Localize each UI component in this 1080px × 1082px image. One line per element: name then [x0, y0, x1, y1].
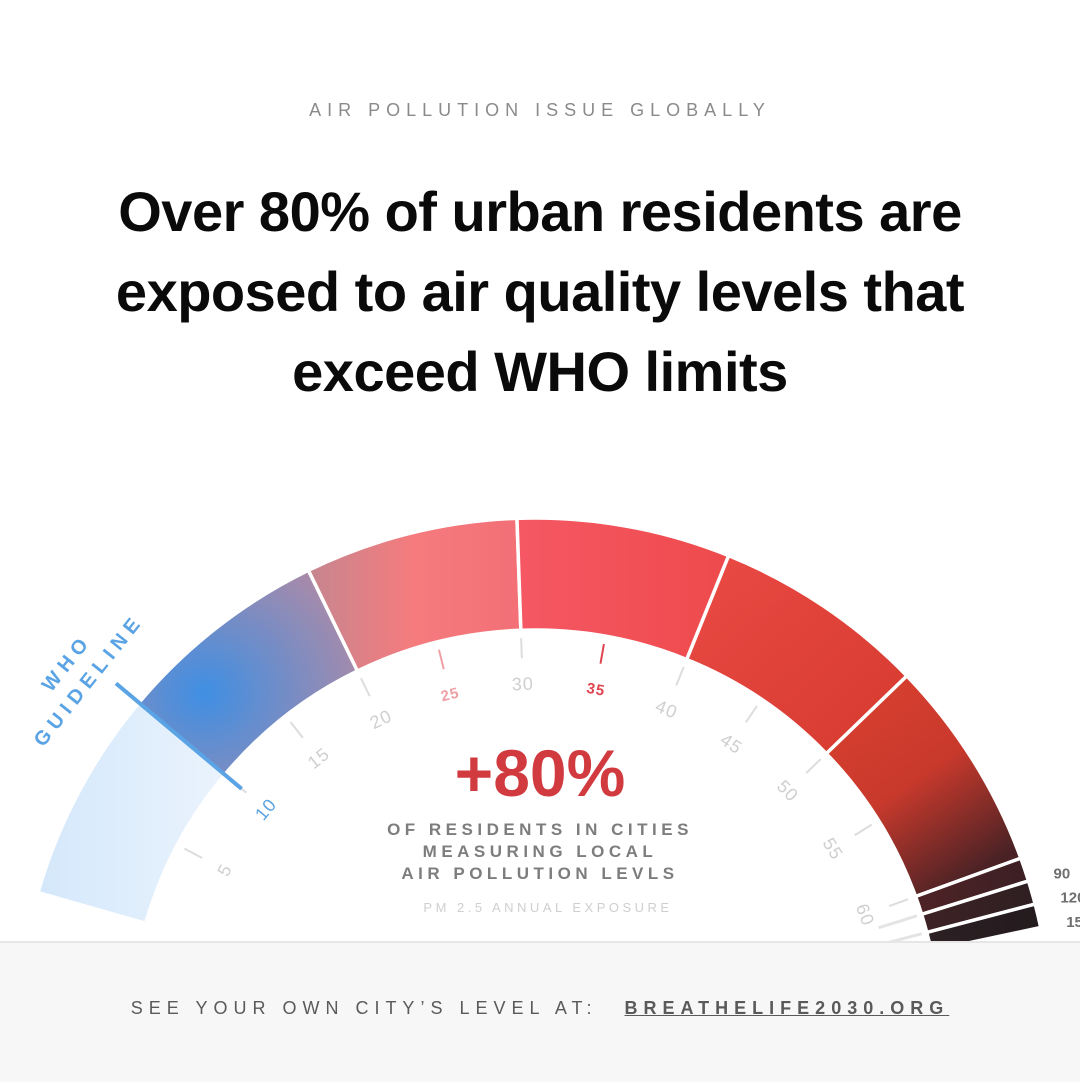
- inner-tick-label-15: 15: [304, 744, 334, 773]
- headline: Over 80% of urban residents are exposed …: [115, 180, 965, 403]
- inner-tick-20: [360, 677, 371, 697]
- gauge-caption-line-3: AIR POLLUTION LEVLS: [401, 864, 678, 883]
- inner-tick-label-30: 30: [511, 674, 534, 695]
- outer-tick-label-120: 120: [1060, 889, 1080, 906]
- inner-tick-label-35: 35: [585, 680, 606, 700]
- footer-label: SEE YOUR OWN CITY’S LEVEL AT:: [130, 998, 598, 1018]
- inner-tick-label-5: 5: [213, 861, 236, 880]
- outer-tick-label-90: 90: [1054, 865, 1071, 882]
- gauge-caption-line-1: OF RESIDENTS IN CITIES: [387, 820, 693, 839]
- footer: SEE YOUR OWN CITY’S LEVEL AT: BREATHELIF…: [0, 941, 1080, 1082]
- inner-tick-45: [744, 705, 758, 724]
- kicker: AIR POLLUTION ISSUE GLOBALLY: [309, 100, 771, 120]
- inner-tick-40: [675, 666, 685, 686]
- inner-tick-60: [888, 898, 909, 907]
- inner-tick-label-25: 25: [439, 684, 461, 705]
- outer-tick-label-150+: 150+: [1066, 914, 1080, 931]
- inner-tick-label-20: 20: [367, 705, 396, 733]
- inner-tick-label-50: 50: [773, 776, 803, 806]
- outer-tick-90: [878, 914, 918, 930]
- inner-tick-label-10: 10: [251, 794, 280, 824]
- inner-tick-label-40: 40: [653, 696, 681, 723]
- inner-tick-50: [805, 758, 822, 774]
- gauge-caption-line-2: MEASURING LOCAL: [423, 842, 658, 861]
- axis-label: PM 2.5 ANNUAL EXPOSURE: [423, 900, 672, 915]
- inner-tick-25: [437, 649, 445, 670]
- inner-tick-55: [854, 823, 873, 837]
- inner-tick-label-45: 45: [717, 729, 746, 758]
- who-guideline-marker: [114, 681, 243, 791]
- inner-tick-label-55: 55: [819, 834, 848, 863]
- inner-tick-15: [289, 721, 304, 739]
- inner-tick-5: [184, 847, 203, 859]
- inner-tick-30: [520, 638, 523, 659]
- inner-tick-label-60: 60: [852, 901, 878, 929]
- footer-link[interactable]: BREATHELIFE2030.ORG: [624, 998, 950, 1018]
- inner-tick-35: [599, 643, 605, 664]
- gauge-value: +80%: [455, 736, 626, 810]
